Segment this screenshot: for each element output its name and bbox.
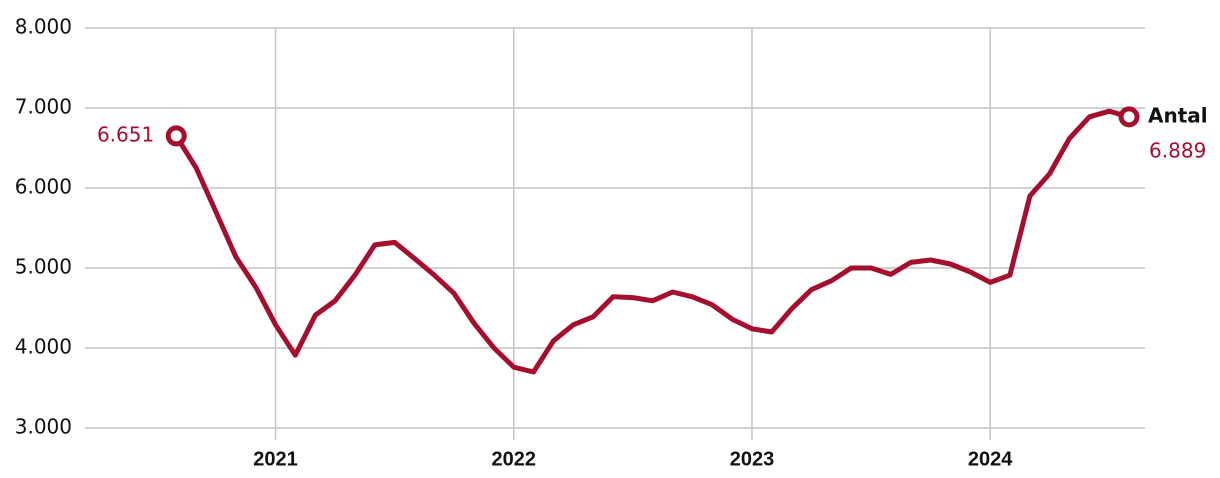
y-tick-label: 5.000 [15, 255, 72, 279]
y-tick-label: 4.000 [15, 335, 72, 359]
value-label: 6.651 [97, 122, 154, 146]
legend-label: Antal [1148, 103, 1208, 127]
x-tick-label: 2023 [730, 448, 775, 470]
x-tick-label: 2024 [968, 448, 1013, 470]
end-marker [165, 125, 187, 147]
y-tick-label: 7.000 [15, 95, 72, 119]
end-marker [1118, 106, 1140, 128]
x-tick-label: 2021 [253, 448, 298, 470]
y-tick-label: 6.000 [15, 175, 72, 199]
value-label: 6.889 [1149, 138, 1206, 162]
y-tick-label: 8.000 [15, 15, 72, 39]
line [174, 108, 1130, 375]
y-tick-label: 3.000 [15, 415, 72, 439]
x-tick-label: 2022 [492, 448, 537, 470]
